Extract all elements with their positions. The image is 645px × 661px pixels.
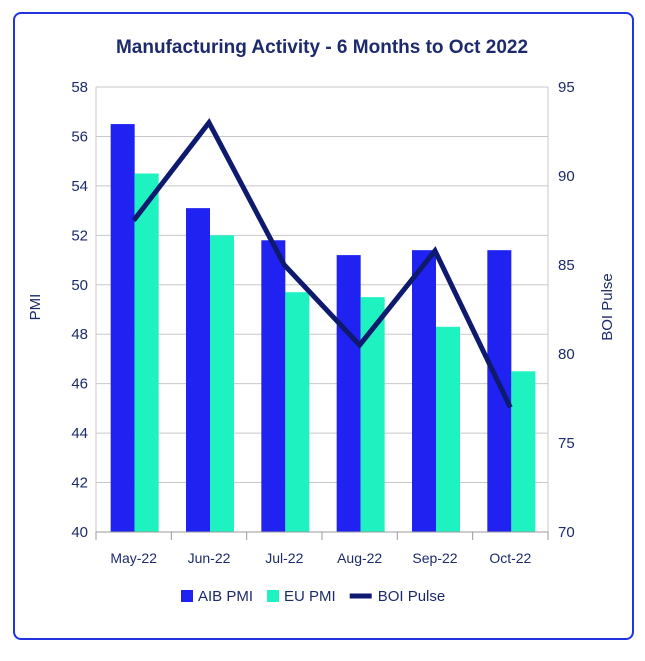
y-tick-label: 48	[71, 326, 88, 343]
y-tick-label: 52	[71, 227, 88, 244]
right-axis-ticks: 95 90 85 80 75 70	[558, 79, 575, 541]
eu-pmi-bar	[285, 292, 310, 532]
y-tick-label: 54	[71, 178, 88, 195]
legend-label: AIB PMI	[198, 588, 253, 605]
aib-pmi-bar	[261, 240, 286, 532]
line-series	[131, 117, 513, 409]
legend-label: BOI Pulse	[378, 588, 446, 605]
aib-pmi-bar	[487, 250, 512, 532]
y2-tick-label: 75	[558, 435, 575, 452]
x-tick-label: Jun-22	[188, 550, 231, 566]
y2-tick-label: 80	[558, 346, 575, 363]
y2-tick-label: 70	[558, 524, 575, 541]
x-tick-label: Aug-22	[337, 550, 382, 566]
x-tick-label: Jul-22	[265, 550, 303, 566]
aib-pmi-bar	[186, 208, 210, 532]
eu-pmi-bar	[210, 235, 234, 533]
aib-pmi-bar	[110, 124, 135, 532]
legend: AIB PMI EU PMI BOI Pulse	[181, 588, 445, 605]
aib-pmi-bar	[336, 255, 361, 532]
eu-pmi-bar	[134, 173, 159, 532]
axes	[95, 87, 549, 540]
y-axis-label: PMI	[27, 294, 44, 321]
x-axis-ticks: May-22 Jun-22 Jul-22 Aug-22 Sep-22 Oct-22	[110, 550, 531, 566]
y-tick-label: 50	[71, 277, 88, 294]
legend-swatch	[181, 590, 193, 602]
chart-title: Manufacturing Activity - 6 Months to Oct…	[116, 37, 528, 58]
y-tick-label: 58	[71, 79, 88, 96]
legend-label: EU PMI	[284, 588, 336, 605]
y-tick-label: 46	[71, 376, 88, 393]
bars	[110, 124, 536, 533]
legend-swatch	[267, 590, 280, 602]
x-tick-label: Sep-22	[412, 550, 457, 566]
x-tick-label: May-22	[110, 550, 157, 566]
y-tick-label: 42	[71, 475, 88, 492]
y-tick-label: 40	[71, 524, 88, 541]
x-tick-label: Oct-22	[489, 550, 531, 566]
left-axis-ticks: 58 56 54 52 50 48 46 44 42 40	[71, 79, 88, 541]
aib-pmi-bar	[412, 250, 436, 532]
y2-tick-label: 95	[558, 79, 575, 96]
eu-pmi-bar	[436, 326, 460, 532]
y-tick-label: 56	[71, 128, 88, 145]
boi-pulse-line	[131, 117, 513, 409]
gridlines	[96, 86, 548, 533]
y2-tick-label: 90	[558, 168, 575, 185]
y2-axis-label: BOI Pulse	[599, 273, 616, 341]
y2-tick-label: 85	[558, 257, 575, 274]
y-tick-label: 44	[71, 425, 88, 442]
eu-pmi-bar	[511, 371, 536, 532]
